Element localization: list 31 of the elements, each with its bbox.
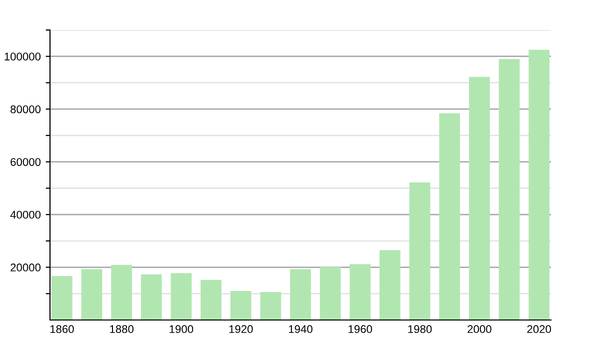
bar	[409, 182, 430, 320]
bar	[200, 280, 222, 320]
bar	[51, 276, 72, 320]
bar	[260, 292, 282, 320]
bar	[498, 59, 520, 320]
bar	[170, 273, 192, 320]
x-tick-label: 1980	[408, 325, 432, 334]
x-tick-label: 1960	[348, 325, 372, 334]
bar	[468, 76, 490, 320]
bar	[350, 264, 371, 320]
x-tick-label: 1900	[170, 325, 194, 334]
bar	[528, 50, 550, 320]
y-tick-label: 100000	[4, 52, 41, 60]
x-tick-label: 1940	[288, 325, 312, 334]
x-tick-label: 1880	[110, 325, 134, 334]
y-tick-label: 80000	[10, 105, 41, 114]
y-tick-label: 40000	[10, 210, 41, 219]
x-tick-label: 2000	[468, 325, 492, 334]
bar	[320, 267, 341, 320]
bar	[111, 264, 132, 320]
bar	[81, 269, 102, 320]
bar	[439, 113, 460, 320]
bar	[290, 269, 311, 320]
x-tick-label: 2020	[527, 325, 551, 334]
y-tick-label: 20000	[10, 264, 41, 272]
bar	[140, 274, 162, 320]
bar	[380, 250, 400, 320]
x-tick-label: 1920	[229, 325, 253, 334]
x-tick-label: 1860	[50, 325, 74, 334]
bar	[230, 291, 252, 320]
y-tick-label: 60000	[10, 158, 41, 166]
